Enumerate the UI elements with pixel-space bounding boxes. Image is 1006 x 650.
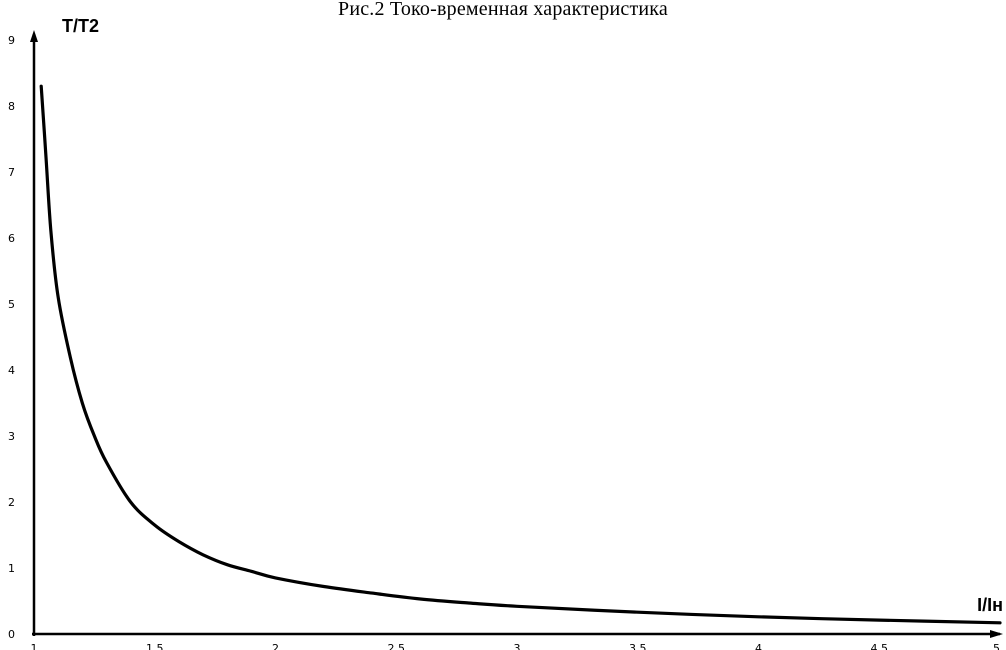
x-axis-arrow (990, 630, 1003, 638)
x-tick-label: 3 (514, 642, 521, 650)
y-tick-label: 0 (8, 628, 15, 641)
y-tick-label: 2 (8, 496, 15, 509)
y-tick-label: 1 (8, 562, 15, 575)
y-tick-label: 3 (8, 430, 15, 443)
x-axis-title: I/Iн (977, 595, 1003, 615)
x-tick-label: 2 (272, 642, 279, 650)
series-group (39, 84, 1002, 625)
x-tick-label: 1 (31, 642, 38, 650)
x-tick-label: 4 (755, 642, 762, 650)
x-axis-ticks: 1 1.5 2 2.5 3 3.5 4 4.5 5 (31, 642, 1001, 650)
chart-title: Рис.2 Токо-временная характеристика (338, 0, 668, 20)
y-axis-arrow (30, 30, 38, 42)
y-tick-label: 9 (8, 34, 15, 47)
series-line (39, 84, 1002, 625)
y-tick-label: 4 (8, 364, 15, 377)
x-tick-label: 2.5 (388, 642, 406, 650)
y-axis-ticks: 0 1 2 3 4 5 6 7 8 9 (8, 34, 15, 641)
y-tick-label: 5 (8, 298, 15, 311)
axes (30, 30, 1003, 638)
x-tick-label: 1.5 (146, 642, 164, 650)
x-tick-label: 4.5 (871, 642, 889, 650)
y-tick-label: 8 (8, 100, 15, 113)
x-tick-label: 3.5 (629, 642, 647, 650)
y-tick-label: 6 (8, 232, 15, 245)
x-tick-label: 5 (993, 642, 1000, 650)
y-axis-title: T/T2 (62, 16, 99, 36)
y-tick-label: 7 (8, 166, 15, 179)
